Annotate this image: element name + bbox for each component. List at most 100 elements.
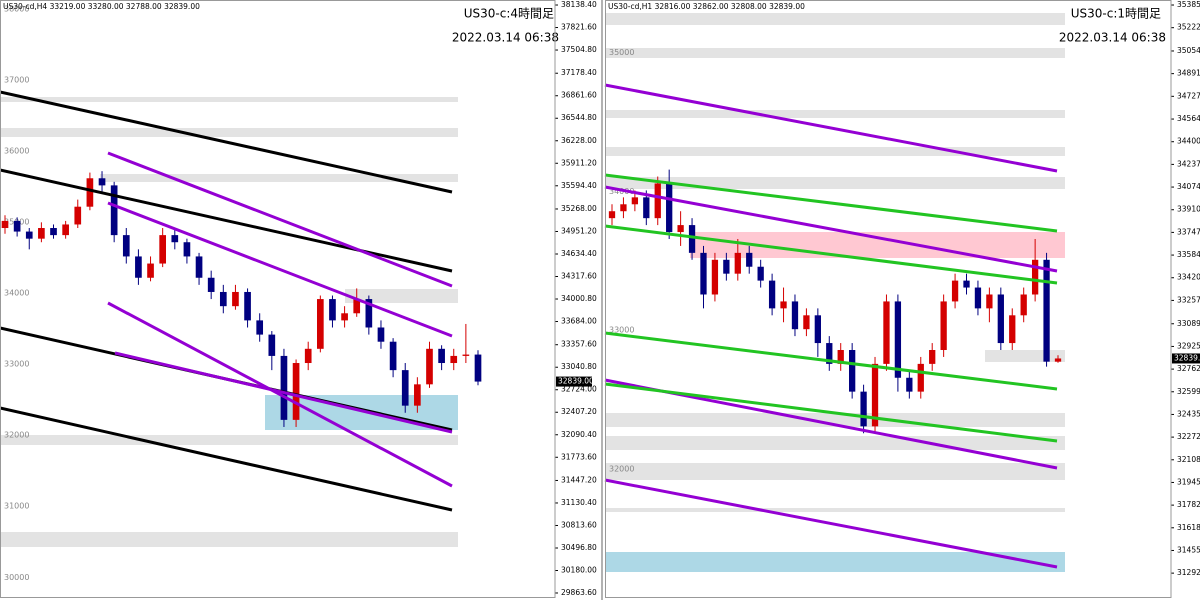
- price-zone: [605, 463, 1065, 480]
- timestamp-label: 2022.03.14 06:38: [1059, 31, 1166, 45]
- candle-body: [860, 391, 867, 427]
- candle-body: [757, 266, 764, 281]
- price-tag: [1172, 353, 1200, 364]
- timestamp-label: 2022.03.14 06:38: [452, 31, 559, 45]
- trend-line: [107, 301, 453, 488]
- trend-line: [114, 351, 453, 434]
- candle-body: [871, 363, 879, 427]
- price-zone: [605, 436, 1065, 450]
- candle-body: [365, 299, 373, 328]
- candle-body: [631, 197, 639, 205]
- level-label: 37000: [4, 75, 29, 84]
- price-zone: [345, 289, 458, 303]
- panel-frame: [605, 0, 1172, 598]
- candle-body: [147, 263, 154, 278]
- price-zone: [605, 110, 1065, 118]
- candle-body: [654, 183, 661, 219]
- trend-line: [604, 382, 1058, 443]
- trend-line: [0, 90, 453, 194]
- y-tick-label: 36861.60: [561, 91, 597, 100]
- candle-body: [389, 341, 397, 371]
- highlight-zone: [605, 552, 1065, 572]
- candle-body: [159, 235, 167, 264]
- y-tick-label: 34237.45: [1177, 159, 1200, 168]
- candle-body: [826, 343, 833, 364]
- y-tick-label: 31455.55: [1177, 545, 1200, 554]
- level-label: 34000: [4, 289, 29, 298]
- y-tick-label: 32599.00: [1177, 387, 1200, 396]
- panel-frame: [0, 0, 556, 598]
- price-zone: [605, 147, 1065, 156]
- y-tick-label: 33357.60: [561, 340, 597, 349]
- level-label: 33000: [4, 360, 29, 369]
- chart-panel: 3500034000330003200035385.8535222.503505…: [604, 0, 1200, 598]
- candle-body: [183, 242, 191, 257]
- candle-body: [1031, 259, 1039, 295]
- candle-body: [688, 225, 696, 253]
- candle-body: [894, 301, 902, 378]
- trend-line: [0, 168, 453, 273]
- y-tick-label: 32407.20: [561, 407, 597, 416]
- candle-body: [849, 350, 856, 392]
- y-tick-label: 34564.15: [1177, 114, 1200, 123]
- timeframe-label: US30-c:1時間足: [1071, 7, 1161, 21]
- y-tick-label: 38138.40: [561, 0, 597, 9]
- candle-body: [1020, 294, 1027, 316]
- candle-body: [986, 294, 993, 309]
- price-zone: [0, 435, 458, 445]
- price-zone: [605, 48, 1065, 58]
- level-label: 30000: [4, 573, 29, 582]
- candle-body: [414, 384, 421, 406]
- y-tick-label: 35385.85: [1177, 0, 1200, 9]
- candle-body: [666, 183, 673, 233]
- candle-body: [38, 228, 45, 239]
- candle-body: [803, 315, 810, 330]
- y-tick-label: 32925.70: [1177, 341, 1200, 350]
- candle-body: [951, 280, 959, 302]
- y-tick-label: 33910.75: [1177, 205, 1200, 214]
- candle-body: [929, 350, 936, 364]
- trend-line: [604, 224, 1058, 285]
- candle-body: [244, 291, 251, 321]
- price-zone: [605, 13, 1065, 25]
- candle-body: [974, 287, 982, 309]
- candle-body: [450, 355, 458, 364]
- candle-body: [13, 220, 21, 232]
- candle-body: [917, 363, 924, 392]
- y-tick-label: 35911.20: [561, 158, 597, 167]
- y-tick-label: 33684.00: [561, 317, 597, 326]
- candle-body: [1043, 259, 1050, 362]
- candle-body: [256, 320, 264, 335]
- candle-body: [426, 348, 433, 385]
- price-tag-label: 32839.00: [558, 377, 594, 386]
- y-tick-label: 34951.20: [561, 226, 597, 235]
- y-tick-label: 31447.20: [561, 475, 597, 484]
- price-zone: [0, 128, 458, 137]
- level-label: 32000: [4, 431, 29, 440]
- candle-body: [734, 252, 741, 274]
- candle-body: [940, 301, 947, 351]
- candle-body: [963, 280, 970, 288]
- candle-body: [723, 259, 730, 274]
- candle-body: [608, 211, 616, 219]
- candle-body: [1054, 358, 1062, 362]
- candle-body: [86, 178, 94, 207]
- y-tick-label: 31130.40: [561, 498, 597, 507]
- candle-body: [620, 204, 627, 212]
- y-tick-label: 35054.70: [1177, 46, 1200, 55]
- price-zone: [605, 413, 1065, 427]
- candle-body: [207, 277, 215, 292]
- candle-body: [232, 291, 239, 307]
- y-tick-label: 35222.50: [1177, 23, 1200, 32]
- candle-body: [329, 299, 336, 321]
- y-tick-label: 30180.00: [561, 566, 597, 575]
- y-tick-label: 31618.90: [1177, 523, 1200, 532]
- candle-body: [643, 197, 650, 219]
- y-tick-label: 34891.35: [1177, 69, 1200, 78]
- timeframe-label: US30-c:4時間足: [464, 7, 554, 21]
- candle-body: [791, 301, 799, 330]
- y-tick-label: 32108.95: [1177, 455, 1200, 464]
- candle-body: [814, 315, 821, 344]
- y-tick-label: 29863.60: [561, 588, 597, 597]
- y-tick-label: 34000.80: [561, 294, 597, 303]
